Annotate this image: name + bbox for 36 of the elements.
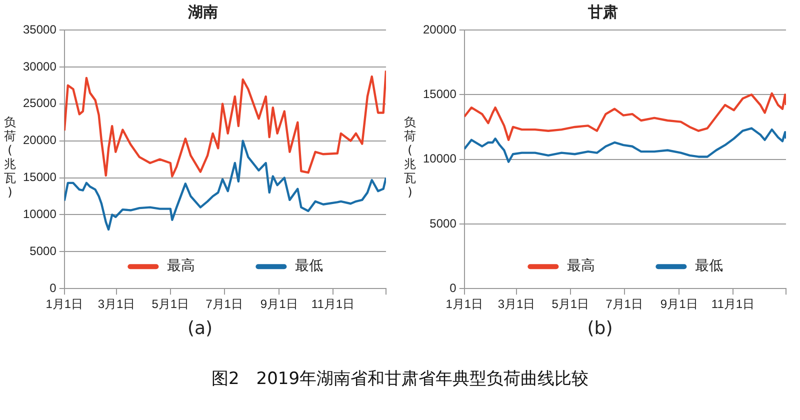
y-tick-label: 5000 [430, 216, 457, 230]
x-tick-label: 7月1日 [206, 297, 243, 312]
x-tick-label: 3月1日 [98, 297, 136, 312]
caption: 图2 2019年湖南省和甘肃省年典型负荷曲线比较 [210, 368, 590, 390]
y-tick-label: 20000 [422, 22, 457, 36]
legend-label: 最高 [167, 258, 196, 274]
x-tick-label: 11月1日 [311, 297, 355, 312]
y-tick-label: 0 [450, 280, 457, 295]
x-tick-label: 1月1日 [46, 297, 84, 312]
y-tick-label: 0 [50, 280, 57, 295]
y-tick-label: 10000 [22, 207, 57, 222]
x-tick-label: 9月1日 [660, 297, 698, 312]
text: (a) [186, 318, 214, 339]
chart-title: 湖南 [187, 2, 218, 21]
y-tick-label: 10000 [422, 152, 457, 166]
y-tick-label: 15000 [22, 170, 57, 184]
legend-label: 最低 [295, 258, 324, 274]
y-tick-label: 25000 [22, 96, 57, 110]
legend-label: 最高 [567, 258, 596, 274]
x-tick-label: 7月1日 [606, 297, 643, 312]
x-tick-label: 9月1日 [260, 297, 298, 312]
y-tick-label: 5000 [30, 244, 57, 258]
y-axis-title: 负荷(兆瓦) [3, 115, 17, 199]
x-tick-label: 1月1日 [446, 297, 484, 312]
text: (b) [586, 318, 614, 339]
chart-title: 甘肃 [587, 2, 618, 21]
y-axis-title: 负荷(兆瓦) [403, 115, 417, 199]
x-tick-label: 11月1日 [711, 297, 755, 312]
legend-label: 最低 [695, 258, 724, 274]
y-tick-label: 20000 [22, 133, 57, 148]
x-tick-label: 5月1日 [552, 297, 590, 312]
x-tick-label: 3月1日 [498, 297, 536, 312]
y-tick-label: 15000 [422, 86, 457, 101]
y-tick-label: 30000 [22, 59, 57, 74]
x-tick-label: 5月1日 [152, 297, 190, 312]
y-tick-label: 35000 [22, 22, 57, 36]
